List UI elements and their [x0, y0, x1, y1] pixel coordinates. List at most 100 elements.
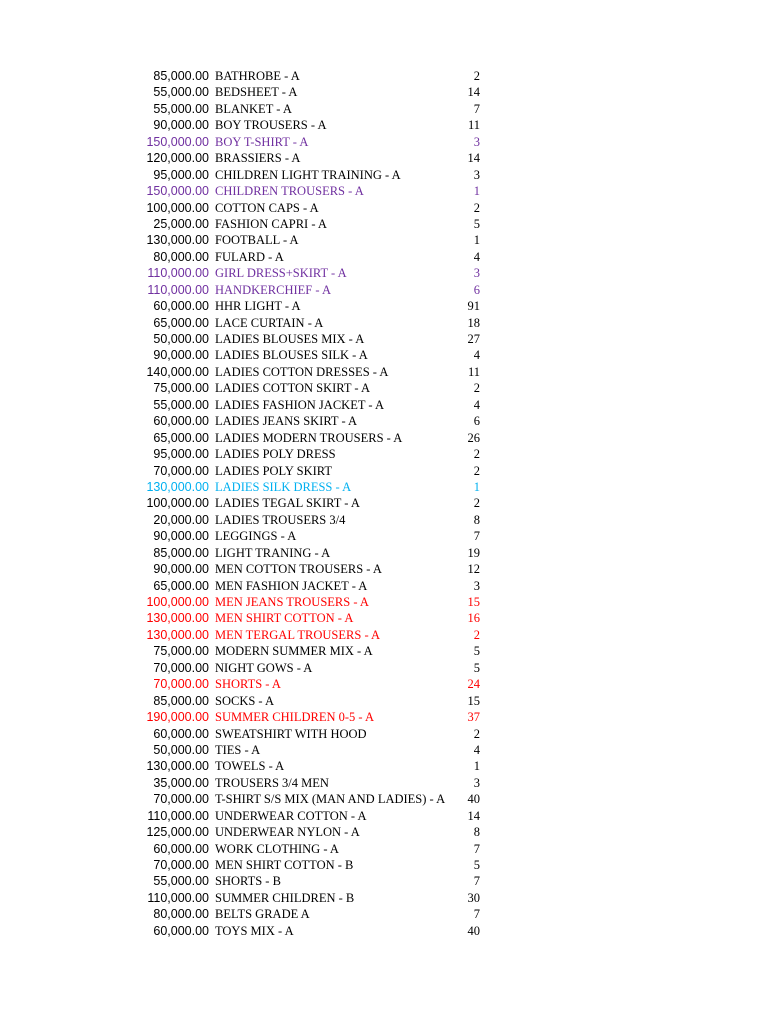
- item-price: 60,000.00: [153, 841, 209, 856]
- item-description: LADIES COTTON DRESSES - A: [215, 364, 389, 379]
- item-price: 95,000.00: [153, 447, 209, 462]
- item-quantity: 37: [467, 710, 481, 725]
- item-quantity: 6: [473, 414, 480, 429]
- item-description: BOY T-SHIRT - A: [215, 134, 309, 149]
- item-description: LADIES BLOUSES MIX - A: [215, 332, 365, 346]
- table-row: 130,000.00 LADIES SILK DRESS - A 1: [0, 479, 768, 495]
- item-quantity: 8: [473, 512, 480, 527]
- item-price: 60,000.00: [153, 923, 209, 938]
- item-description: LADIES JEANS SKIRT - A: [215, 414, 358, 429]
- item-quantity: 6: [473, 282, 480, 297]
- item-price: 125,000.00: [146, 825, 209, 840]
- table-row: 75,000.00 LADIES COTTON SKIRT - A 2: [0, 380, 768, 396]
- item-description: SOCKS - A: [215, 693, 275, 708]
- table-row: 90,000.00 LADIES BLOUSES SILK - A 4: [0, 347, 768, 363]
- item-price: 90,000.00: [153, 529, 209, 544]
- item-description: BLANKET - A: [215, 101, 292, 116]
- table-row: 85,000.00 BATHROBE - A 2: [0, 68, 768, 84]
- item-quantity: 2: [473, 381, 480, 396]
- item-price: 130,000.00: [146, 233, 209, 248]
- item-price: 140,000.00: [146, 364, 209, 379]
- item-description: SUMMER CHILDREN - B: [215, 890, 355, 905]
- item-quantity: 26: [467, 430, 481, 445]
- item-description: LADIES MODERN TROUSERS - A: [215, 430, 403, 445]
- item-quantity: 3: [473, 167, 480, 182]
- item-description: FULARD - A: [215, 249, 284, 264]
- item-quantity: 14: [467, 808, 481, 823]
- item-price: 85,000.00: [153, 545, 209, 560]
- item-quantity: 18: [467, 315, 481, 330]
- table-row: 80,000.00 BELTS GRADE A 7: [0, 906, 768, 922]
- table-row: 95,000.00 CHILDREN LIGHT TRAINING - A 3: [0, 167, 768, 183]
- item-quantity: 2: [473, 496, 480, 511]
- item-price: 90,000.00: [153, 562, 209, 577]
- item-description: CHILDREN TROUSERS - A: [215, 184, 364, 199]
- table-row: 70,000.00 MEN SHIRT COTTON - B 5: [0, 857, 768, 873]
- item-quantity: 15: [467, 595, 481, 609]
- item-quantity: 4: [473, 249, 480, 264]
- item-description: NIGHT GOWS - A: [215, 660, 313, 675]
- item-price: 130,000.00: [146, 479, 209, 494]
- item-description: MEN COTTON TROUSERS - A: [215, 562, 382, 577]
- item-quantity: 7: [473, 841, 480, 856]
- table-row: 60,000.00 WORK CLOTHING - A 7: [0, 841, 768, 857]
- table-row: 100,000.00 COTTON CAPS - A 2: [0, 200, 768, 216]
- item-description: MEN SHIRT COTTON - A: [215, 611, 354, 626]
- item-description: LACE CURTAIN - A: [215, 315, 324, 330]
- item-quantity: 4: [473, 742, 480, 757]
- table-row: 65,000.00 LADIES MODERN TROUSERS - A 26: [0, 430, 768, 446]
- item-price: 70,000.00: [153, 463, 209, 478]
- item-quantity: 1: [473, 479, 480, 494]
- item-description: LADIES FASHION JACKET - A: [215, 397, 384, 412]
- item-quantity: 3: [473, 266, 480, 281]
- item-quantity: 14: [467, 85, 481, 100]
- item-quantity: 8: [473, 825, 480, 840]
- item-price: 90,000.00: [153, 118, 209, 133]
- item-quantity: 4: [473, 397, 480, 412]
- item-quantity: 2: [473, 726, 480, 741]
- table-row: 100,000.00 LADIES TEGAL SKIRT - A 2: [0, 495, 768, 511]
- table-row: 110,000.00 UNDERWEAR COTTON - A 14: [0, 808, 768, 824]
- table-row: 85,000.00 LIGHT TRANING - A 19: [0, 545, 768, 561]
- table-row: 55,000.00 BEDSHEET - A 14: [0, 84, 768, 100]
- table-row: 90,000.00 MEN COTTON TROUSERS - A 12: [0, 561, 768, 577]
- table-row: 130,000.00 FOOTBALL - A 1: [0, 232, 768, 248]
- item-quantity: 11: [467, 118, 480, 133]
- table-row: 100,000.00 MEN JEANS TROUSERS - A 15: [0, 594, 768, 610]
- item-description: TIES - A: [215, 742, 261, 757]
- item-description: MEN TERGAL TROUSERS - A: [215, 627, 381, 642]
- item-price: 110,000.00: [147, 266, 209, 281]
- item-price: 95,000.00: [153, 167, 209, 182]
- item-price: 150,000.00: [146, 184, 209, 199]
- item-description: UNDERWEAR NYLON - A: [215, 825, 360, 840]
- item-description: BEDSHEET - A: [215, 85, 298, 100]
- item-quantity: 5: [473, 660, 480, 675]
- table-row: 55,000.00 LADIES FASHION JACKET - A 4: [0, 397, 768, 413]
- item-quantity: 11: [467, 364, 480, 379]
- table-row: 85,000.00 SOCKS - A 15: [0, 693, 768, 709]
- item-price: 55,000.00: [153, 397, 209, 412]
- item-price: 75,000.00: [153, 644, 209, 659]
- item-quantity: 4: [473, 348, 480, 363]
- item-price: 100,000.00: [146, 595, 209, 609]
- item-price: 90,000.00: [153, 348, 209, 363]
- item-quantity: 3: [473, 134, 480, 149]
- item-description: BRASSIERS - A: [215, 151, 301, 166]
- table-row: 130,000.00 MEN TERGAL TROUSERS - A 2: [0, 627, 768, 643]
- item-quantity: 19: [467, 545, 481, 560]
- table-row: 130,000.00 TOWELS - A 1: [0, 758, 768, 774]
- table-row: 90,000.00 BOY TROUSERS - A 11: [0, 117, 768, 133]
- item-quantity: 14: [467, 151, 481, 166]
- item-price: 150,000.00: [146, 134, 209, 149]
- item-price: 110,000.00: [147, 282, 209, 297]
- item-price: 190,000.00: [146, 710, 209, 725]
- item-price: 100,000.00: [146, 496, 209, 511]
- table-row: 150,000.00 BOY T-SHIRT - A 3: [0, 134, 768, 150]
- item-description: HANDKERCHIEF - A: [215, 282, 331, 297]
- item-quantity: 2: [473, 463, 480, 478]
- table-row: 70,000.00 SHORTS - A 24: [0, 676, 768, 692]
- item-description: TOYS MIX - A: [215, 923, 294, 938]
- table-row: 75,000.00 MODERN SUMMER MIX - A 5: [0, 643, 768, 659]
- item-description: FOOTBALL - A: [215, 233, 299, 248]
- item-quantity: 30: [467, 890, 481, 905]
